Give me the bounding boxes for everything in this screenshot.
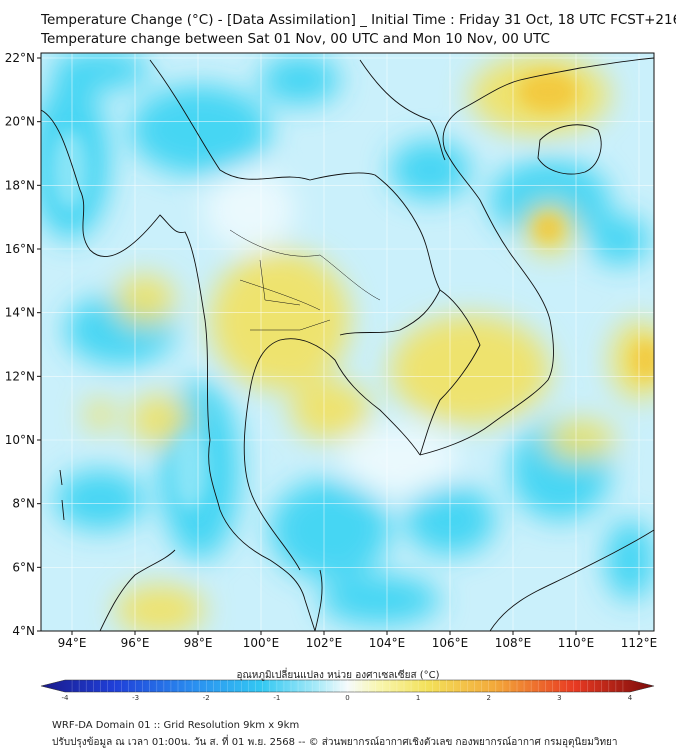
colorbar-tick-label: -3	[132, 694, 139, 702]
latitude-label: 4°N	[12, 624, 35, 638]
colorbar-tick-label: -4	[62, 694, 70, 702]
warming-patch	[85, 400, 115, 430]
warming-peak	[632, 340, 654, 380]
border-china	[359, 59, 446, 161]
warming-patch	[390, 315, 550, 425]
coastline-china	[459, 57, 654, 111]
colorbar-tick-label: -1	[273, 694, 280, 702]
neutral-patch	[340, 425, 460, 495]
coastline-peninsula	[219, 509, 316, 631]
map-frame	[40, 52, 655, 632]
footer-update-info: ปรับปรุงข้อมูล ณ เวลา 01:00น. วัน ส. ที่…	[52, 737, 618, 748]
coastline-borneo	[489, 529, 654, 631]
cooling-patch	[130, 85, 270, 175]
latitude-label: 12°N	[5, 369, 35, 383]
field-patches	[41, 53, 654, 631]
longitude-label: 104°E	[369, 636, 406, 650]
latitude-labels: 22°N 20°N 18°N 16°N 14°N 12°N 10°N 8°N 6°N 4°N	[5, 51, 41, 638]
latitude-label: 16°N	[5, 242, 35, 256]
border-thai-laos	[149, 59, 441, 336]
coastline-sumatra	[99, 549, 176, 631]
longitude-label: 94°E	[58, 636, 87, 650]
cooling-patch	[490, 160, 610, 240]
longitude-label: 110°E	[558, 636, 595, 650]
longitude-label: 96°E	[121, 636, 150, 650]
coastline-gulf	[243, 338, 421, 571]
cooling-peak	[172, 430, 208, 510]
latitude-label: 10°N	[5, 433, 35, 447]
colorbar-tick-label: 4	[628, 694, 633, 702]
coastline-vietnam	[419, 109, 554, 456]
field-peaks	[52, 72, 654, 510]
cooling-peak	[52, 130, 88, 210]
latitude-label: 14°N	[5, 306, 35, 320]
cooling-patch	[320, 575, 440, 625]
cooling-patch	[55, 470, 145, 530]
warming-patch	[115, 275, 175, 325]
longitude-label: 106°E	[432, 636, 469, 650]
longitude-label: 100°E	[243, 636, 280, 650]
colorbar-label: อุณหภูมิเปลี่ยนแปลง หน่วย องศาเซลเซียส (…	[236, 670, 440, 681]
colorbar-ticks	[71, 680, 624, 692]
cooling-patch	[590, 215, 650, 265]
temperature-field	[41, 53, 654, 631]
warming-patch	[130, 395, 190, 445]
neutral-patch	[205, 170, 295, 250]
warming-peak	[534, 214, 562, 242]
colorbar: -4 -3 -2 -1 0 1 2 3 4	[40, 679, 655, 702]
andaman-islands	[59, 469, 65, 521]
colorbar-tick-label: 2	[487, 694, 491, 702]
longitude-label: 102°E	[306, 636, 343, 650]
longitude-label: 112°E	[621, 636, 658, 650]
colorbar-tick-label: 1	[416, 694, 420, 702]
warming-patch	[210, 250, 350, 390]
coastline-malay	[314, 569, 323, 631]
colorbar-tick-label: 0	[345, 694, 349, 702]
warming-peak	[518, 72, 578, 112]
map-title: Temperature Change (°C) - [Data Assimila…	[41, 12, 676, 28]
colorbar-tick-labels: -4 -3 -2 -1 0 1 2 3 4	[62, 694, 633, 702]
footer-model-info: WRF-DA Domain 01 :: Grid Resolution 9km …	[52, 720, 300, 731]
longitude-label: 98°E	[184, 636, 213, 650]
cooling-patch	[260, 55, 340, 105]
border-cambodia	[419, 289, 481, 456]
coastline-west	[41, 109, 221, 511]
longitude-labels: 94°E 96°E 98°E 100°E 102°E 104°E 106°E 108°E 110…	[58, 631, 658, 650]
colorbar-tick-label: -2	[203, 694, 210, 702]
map-subtitle: Temperature change between Sat 01 Nov, 0…	[41, 31, 550, 47]
boundaries	[41, 57, 654, 631]
colorbar-bar	[40, 679, 655, 693]
hainan-island	[537, 124, 602, 175]
latitude-label: 22°N	[5, 51, 35, 65]
cooling-patch	[50, 53, 150, 90]
longitude-label: 108°E	[495, 636, 532, 650]
latitude-label: 6°N	[12, 560, 35, 574]
province-borders	[229, 229, 381, 331]
graticule	[41, 53, 654, 631]
warming-patch	[290, 380, 370, 440]
cooling-patch	[270, 480, 390, 580]
colorbar-tick-label: 3	[557, 694, 561, 702]
latitude-label: 20°N	[5, 115, 35, 129]
latitude-label: 18°N	[5, 178, 35, 192]
cooling-patch	[605, 520, 654, 600]
warming-patch	[115, 585, 205, 631]
latitude-label: 8°N	[12, 497, 35, 511]
